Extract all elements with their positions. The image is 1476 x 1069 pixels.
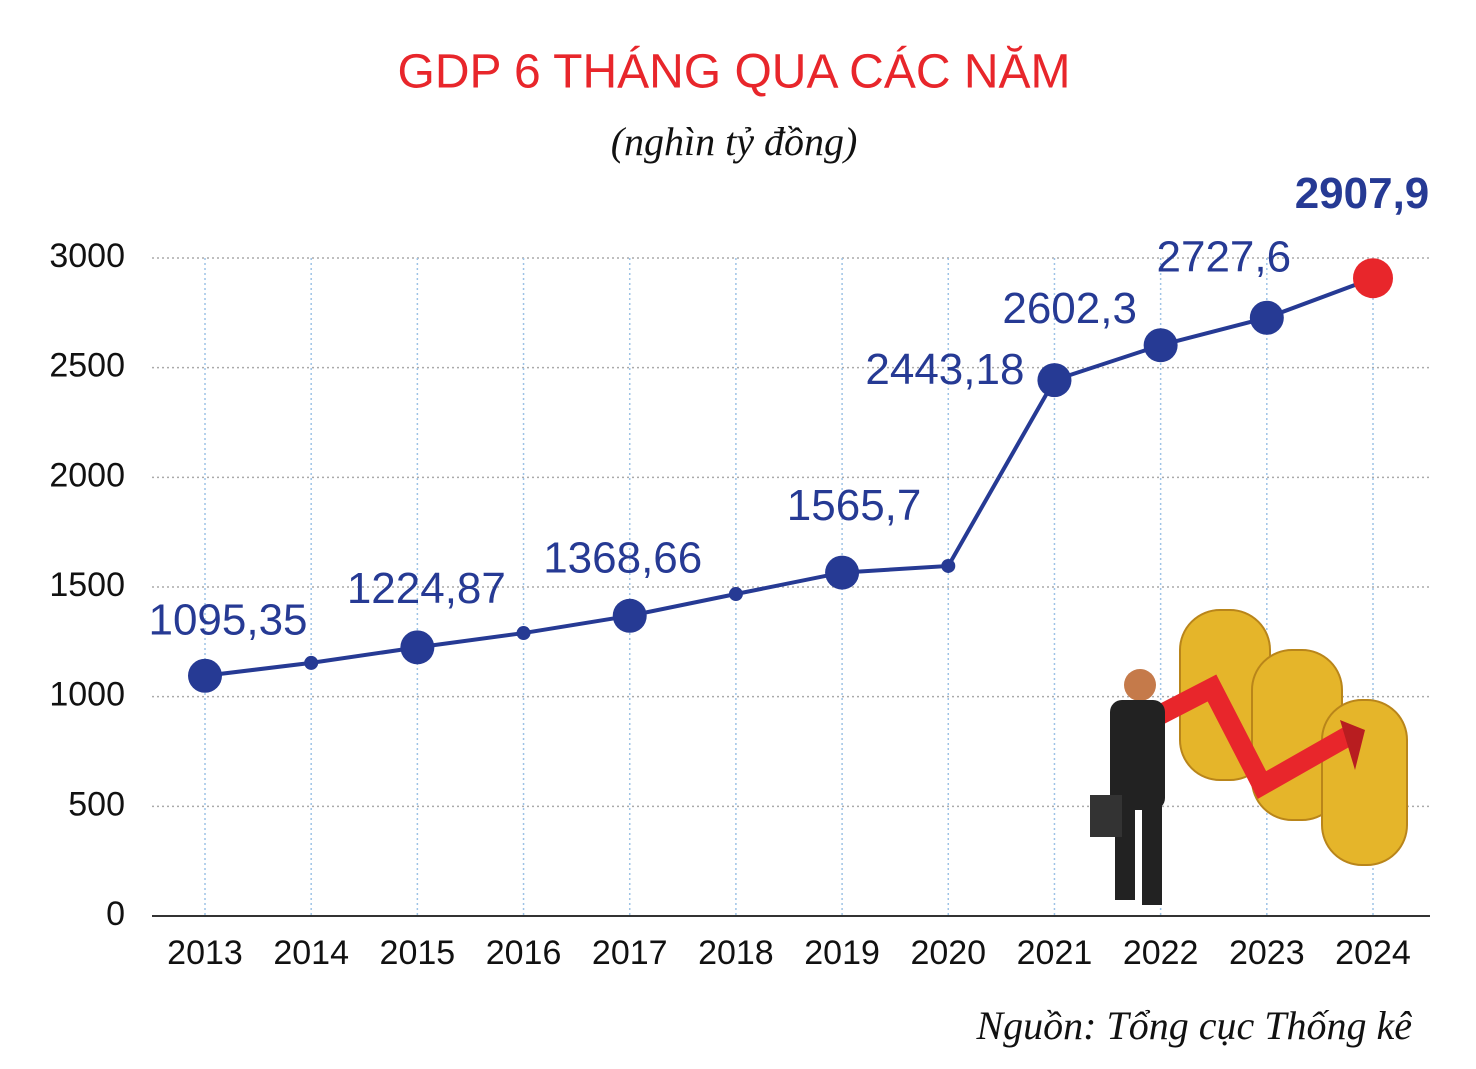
y-tick-label: 500 xyxy=(68,785,125,823)
x-tick-label: 2022 xyxy=(1123,934,1199,972)
x-tick-label: 2021 xyxy=(1017,934,1093,972)
x-tick-label: 2016 xyxy=(486,934,562,972)
value-label: 2907,9 xyxy=(1295,169,1430,218)
value-label: 1565,7 xyxy=(787,481,922,530)
point xyxy=(941,558,956,573)
point xyxy=(728,587,743,602)
x-tick-label: 2013 xyxy=(167,934,243,972)
point xyxy=(304,655,319,670)
x-tick-label: 2014 xyxy=(273,934,349,972)
y-tick-label: 0 xyxy=(106,895,125,933)
x-tick-label: 2015 xyxy=(380,934,456,972)
point xyxy=(1037,363,1072,398)
source: Nguồn: Tổng cục Thống kê xyxy=(975,1003,1412,1048)
x-tick-label: 2023 xyxy=(1229,934,1305,972)
point xyxy=(188,658,222,693)
x-tick-label: 2018 xyxy=(698,934,774,972)
illustration xyxy=(1090,609,1408,905)
person-body xyxy=(1110,700,1165,810)
x-tick-label: 2017 xyxy=(592,934,668,972)
x-tick-label: 2024 xyxy=(1335,934,1411,972)
person-head xyxy=(1124,669,1156,701)
point xyxy=(1249,300,1284,335)
y-tick-label: 2000 xyxy=(49,456,125,494)
arrow-head xyxy=(1340,720,1365,770)
y-tick-label: 3000 xyxy=(49,237,125,275)
y-tick-label: 1000 xyxy=(49,676,125,714)
trend-arrow xyxy=(1145,674,1355,799)
value-label: 2602,3 xyxy=(1002,284,1137,333)
point xyxy=(1143,328,1178,363)
chart-subtitle: (nghìn tỷ đồng) xyxy=(611,119,858,164)
chart-title: GDP 6 THÁNG QUA CÁC NĂM xyxy=(397,46,1070,99)
x-tick-label: 2020 xyxy=(910,934,986,972)
value-label: 2443,18 xyxy=(865,345,1024,394)
y-tick-label: 1500 xyxy=(49,566,125,604)
point xyxy=(400,630,435,665)
point xyxy=(612,598,647,633)
coin-stack xyxy=(1321,699,1408,866)
x-tick-label: 2019 xyxy=(804,934,880,972)
point xyxy=(1353,258,1393,299)
value-label: 1095,35 xyxy=(148,595,307,644)
briefcase xyxy=(1090,795,1122,837)
value-label: 2727,6 xyxy=(1157,232,1292,281)
point xyxy=(516,626,531,641)
person-leg xyxy=(1142,805,1162,905)
value-label: 1368,66 xyxy=(543,533,702,582)
value-label: 1224,87 xyxy=(347,564,506,613)
point xyxy=(825,555,860,590)
y-tick-label: 2500 xyxy=(49,347,125,385)
line xyxy=(204,276,1374,678)
